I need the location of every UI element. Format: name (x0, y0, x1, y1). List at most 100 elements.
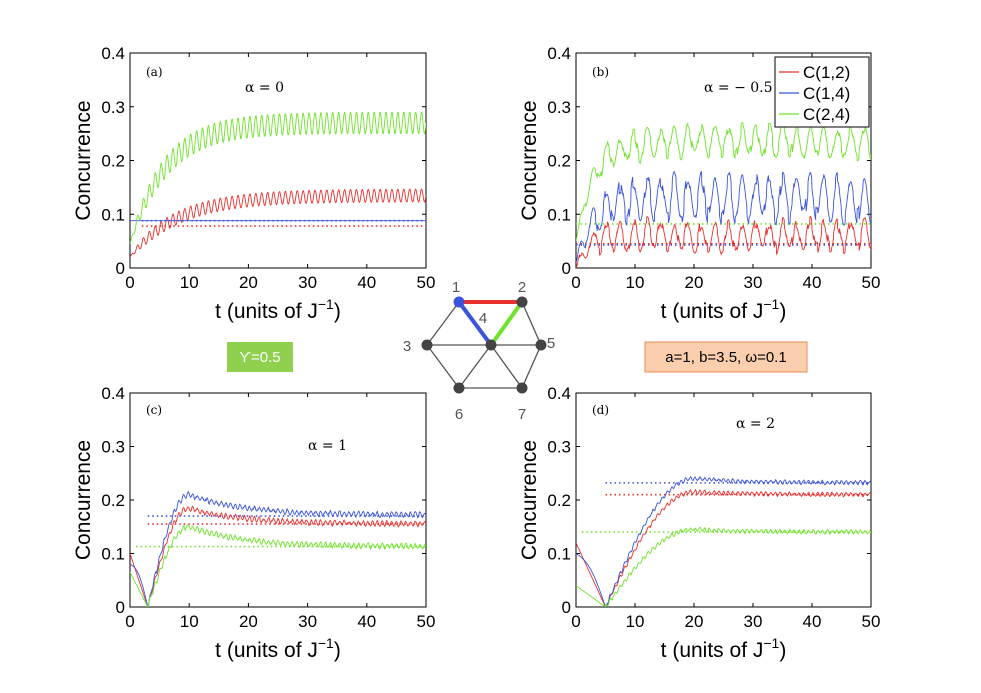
x-tick-label: 20 (685, 273, 704, 292)
x-tick-label: 30 (744, 273, 763, 292)
series-line-C24 (130, 523, 426, 607)
chart-panel-a: 0 10 20 30 40 50 0 0.1 0.2 0.3 0.4 t (units of J−1)… (72, 44, 435, 323)
x-tick-label: 40 (803, 273, 822, 292)
y-tick-label: 0.1 (101, 205, 125, 224)
series-line-C12 (576, 488, 871, 607)
x-tick-label: 40 (357, 612, 376, 631)
y-tick-label: 0.3 (101, 98, 125, 117)
y-axis-label: Concurrence (72, 440, 95, 560)
y-tick-label: 0.3 (101, 438, 125, 457)
plot-frame (575, 392, 872, 608)
x-tick-label: 30 (298, 612, 317, 631)
node-number: 3 (403, 338, 411, 355)
y-axis-label: Concurrence (518, 100, 541, 220)
y-tick-label: 0 (562, 598, 571, 617)
y-tick-label: 0.2 (101, 491, 125, 510)
lattice-bond (521, 344, 542, 389)
series-line-C24 (576, 121, 871, 242)
lattice-bond (490, 344, 523, 389)
x-tick-label: 50 (417, 273, 436, 292)
alpha-label: α = − 0.5 (704, 80, 773, 96)
x-axis-label: t (units of J−1) (661, 296, 787, 323)
lattice-node-2 (516, 296, 528, 308)
y-tick-label: 0.3 (547, 438, 571, 457)
y-axis-label: Concurrence (518, 440, 541, 560)
x-tick-label: 20 (685, 612, 704, 631)
y-tick-label: 0.1 (101, 545, 125, 564)
chart-panel-d: 0 10 20 30 40 50 0 0.1 0.2 0.3 0.4 t (units of J−1)… (518, 384, 880, 662)
x-tick-label: 50 (417, 612, 436, 631)
params-text: a=1, b=3.5, ω=0.1 (665, 349, 786, 366)
legend-box (774, 56, 870, 128)
lattice-bond (426, 301, 460, 346)
series-line-C14 (576, 475, 871, 607)
lattice-bond (521, 301, 542, 346)
gamma-box-bg (227, 342, 293, 372)
node-number: 6 (455, 406, 463, 423)
highlighted-bond-1-4 (457, 300, 493, 347)
lattice-node-1 (453, 296, 465, 308)
x-tick-label: 10 (180, 612, 199, 631)
params-box: a=1, b=3.5, ω=0.1 (644, 341, 808, 373)
x-tick-label: 20 (239, 612, 258, 631)
panel-label: (d) (592, 403, 609, 417)
y-tick-label: 0.4 (547, 384, 571, 403)
y-tick-label: 0 (116, 259, 125, 278)
series-line-C12 (576, 215, 871, 268)
highlighted-bond-2-4 (489, 300, 524, 347)
y-tick-label: 0.2 (547, 152, 571, 171)
series-line-C12 (130, 505, 426, 607)
x-axis-label: t (units of J−1) (661, 635, 787, 662)
y-tick-label: 0.1 (547, 205, 571, 224)
chart-panel-c: 0 10 20 30 40 50 0 0.1 0.2 0.3 0.4 t (units of J−1)… (72, 384, 435, 662)
y-tick-label: 0 (562, 259, 571, 278)
series-line-C12 (130, 188, 426, 258)
y-tick-label: 0 (116, 598, 125, 617)
legend: C(1,2) C(1,4) C(2,4) (774, 56, 870, 128)
x-tick-label: 50 (862, 273, 881, 292)
alpha-label: α = 2 (736, 416, 775, 432)
gamma-box: ϒ=0.5 (227, 342, 293, 372)
x-axis-label: t (units of J−1) (215, 635, 341, 662)
lattice-node-5 (535, 339, 547, 351)
chart-panel-b: 0 10 20 30 40 50 0 0.1 0.2 0.3 0.4 t (units of J−1)… (518, 44, 880, 323)
lattice-node-7 (516, 382, 528, 394)
panel-label: (a) (146, 65, 163, 79)
x-tick-label: 30 (744, 612, 763, 631)
series-line-C14 (130, 490, 426, 607)
legend-entry: C(1,4) (803, 84, 850, 103)
x-tick-label: 10 (626, 273, 645, 292)
y-tick-label: 0.3 (547, 98, 571, 117)
y-axis-label: Concurrence (72, 100, 95, 220)
x-tick-label: 50 (862, 612, 881, 631)
x-axis-label: t (units of J−1) (215, 296, 341, 323)
x-tick-label: 40 (357, 273, 376, 292)
node-number: 1 (452, 279, 460, 296)
x-tick-label: 0 (125, 612, 134, 631)
y-tick-label: 0.4 (101, 384, 125, 403)
lattice-node-3 (421, 339, 433, 351)
node-number: 2 (518, 279, 526, 296)
x-tick-label: 30 (298, 273, 317, 292)
node-number: 4 (479, 310, 487, 327)
legend-entry: C(2,4) (803, 105, 850, 124)
y-tick-label: 0.4 (547, 44, 571, 63)
lattice-bond (426, 344, 460, 389)
alpha-label: α = 0 (245, 80, 284, 96)
lattice-node-6 (453, 382, 465, 394)
y-tick-label: 0.2 (101, 152, 125, 171)
series-line-C24 (576, 526, 871, 607)
params-box-bg (644, 341, 808, 373)
x-tick-label: 0 (571, 273, 580, 292)
lattice-bond (458, 344, 492, 389)
lattice-node-4 (485, 339, 497, 351)
y-tick-label: 0.2 (547, 491, 571, 510)
legend-entry: C(1,2) (803, 63, 850, 82)
lattice-diagram: 1 2 3 4 5 6 7 (403, 279, 555, 423)
x-tick-label: 0 (125, 273, 134, 292)
y-tick-label: 0.4 (101, 44, 125, 63)
node-number: 7 (518, 406, 526, 423)
plot-frame (129, 392, 427, 608)
panel-label: (b) (592, 65, 609, 79)
